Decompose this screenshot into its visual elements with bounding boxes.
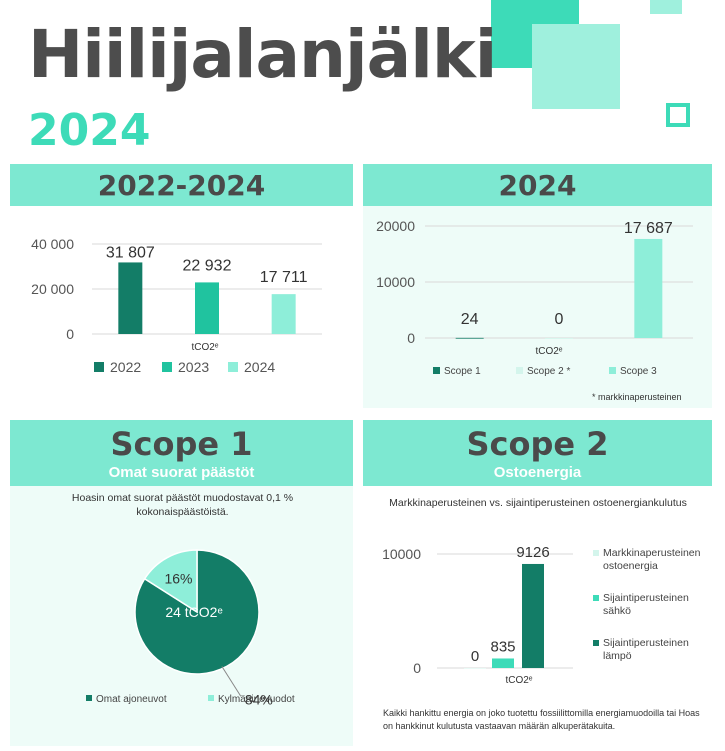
- bar-1: [492, 658, 514, 668]
- deco-square-small: [650, 0, 682, 14]
- legend-label: lämpö: [603, 650, 632, 662]
- trend-panel-title: 2022-2024: [97, 168, 266, 202]
- y-tick-label: 40 000: [31, 236, 74, 252]
- page-year: 2024: [28, 105, 151, 156]
- legend-label: Scope 3: [620, 366, 657, 377]
- bar-0: [464, 668, 486, 669]
- bar-2: [522, 563, 544, 668]
- legend-swatch: [162, 362, 172, 372]
- data-label: 9126: [516, 544, 549, 561]
- x-axis-label: tCO2ᵉ: [191, 342, 218, 353]
- slice-label: 84%: [245, 691, 273, 707]
- scope1-title: Scope 1: [110, 424, 253, 463]
- legend-swatch: [593, 595, 599, 601]
- scopes-footnote: * markkinaperusteinen: [592, 392, 682, 402]
- scope1-subtitle: Omat suorat päästöt: [108, 463, 255, 481]
- legend-swatch: [593, 640, 599, 646]
- data-label: 0: [471, 648, 479, 665]
- data-label: 31 807: [106, 244, 155, 261]
- legend-swatch: [94, 362, 104, 372]
- legend-label: Sijaintiperusteinen: [603, 592, 689, 604]
- page-title: Hiilijalanjälki: [28, 16, 497, 93]
- scope2-title: Scope 2: [466, 424, 609, 463]
- data-label: 17 711: [260, 269, 308, 286]
- legend-label: sähkö: [603, 605, 631, 617]
- y-tick-label: 0: [407, 330, 415, 346]
- pie-center-label: 24 tCO2ᵉ: [165, 604, 222, 620]
- data-label: 24: [461, 311, 479, 328]
- legend-label: Markkinaperusteinen: [603, 547, 701, 559]
- legend-swatch: [86, 695, 92, 701]
- legend-swatch: [593, 550, 599, 556]
- legend-label: Omat ajoneuvot: [96, 694, 167, 705]
- scope2-subtitle: Ostoenergia: [493, 463, 582, 481]
- data-label: 17 687: [624, 220, 673, 237]
- scope1-panel-header: Scope 1 Omat suorat päästöt: [10, 420, 353, 486]
- y-tick-label: 0: [66, 326, 74, 342]
- legend-label: ostoenergia: [603, 560, 658, 572]
- scope1-note: Hoasin omat suorat päästöt muodostavat 0…: [71, 492, 294, 518]
- legend-label: 2022: [110, 359, 141, 375]
- scope2-panel-header: Scope 2 Ostoenergia: [363, 420, 712, 486]
- y-tick-label: 10000: [382, 546, 421, 562]
- leader-line: [221, 666, 242, 697]
- legend-label: Sijaintiperusteinen: [603, 637, 689, 649]
- scopes-panel-title: 2024: [498, 168, 577, 202]
- scopes-chart: 0 10000 20000 24 0 17 687 tCO2ᵉ Scope 1 Scope 2 …: [376, 218, 693, 377]
- legend-swatch: [609, 367, 616, 374]
- legend-label: Scope 1: [444, 366, 481, 377]
- slice-label: 16%: [164, 570, 192, 586]
- legend-swatch: [228, 362, 238, 372]
- y-tick-label: 20 000: [31, 281, 74, 297]
- pie-slice-1: [143, 549, 198, 614]
- data-label: 835: [490, 638, 515, 655]
- scope2-note: Markkinaperusteinen vs. sijaintiperustei…: [389, 497, 687, 509]
- bar-2024: [271, 294, 296, 334]
- data-label: 0: [555, 311, 564, 328]
- bar-Scope-1: [455, 337, 484, 339]
- scopes-panel-header: 2024: [363, 164, 712, 206]
- trend-chart: 0 20 000 40 000 31 807 22 932 17 711 tCO2ᵉ 2022…: [31, 236, 322, 375]
- scope1-pie-chart: 84% 16% 24 tCO2ᵉ Omat ajoneuvot Kylmäainevuo…: [86, 549, 295, 707]
- x-axis-label: tCO2ᵉ: [535, 346, 562, 357]
- y-tick-label: 0: [413, 660, 421, 676]
- legend-swatch: [208, 695, 214, 701]
- data-label: 22 932: [183, 257, 232, 274]
- legend-swatch: [516, 367, 523, 374]
- legend-label: Scope 2 *: [527, 366, 570, 377]
- legend-label: 2024: [244, 359, 275, 375]
- y-tick-label: 20000: [376, 218, 415, 234]
- scope2-chart: 0 10000 0 835 9126 tCO2ᵉ Markkinaperusteinenos…: [382, 544, 701, 686]
- legend-label: 2023: [178, 359, 209, 375]
- bar-Scope-3: [634, 238, 663, 338]
- deco-square-light: [532, 24, 620, 109]
- x-axis-label: tCO2ᵉ: [505, 675, 532, 686]
- legend-label: Kylmäainevuodot: [218, 694, 295, 705]
- bar-2022: [118, 262, 143, 334]
- legend-swatch: [433, 367, 440, 374]
- y-tick-label: 10000: [376, 274, 415, 290]
- scope2-footer: Kaikki hankittu energia on joko tuotettu…: [383, 708, 700, 731]
- bar-2023: [195, 282, 219, 334]
- deco-square-outline: [666, 103, 690, 127]
- trend-panel-header: 2022-2024: [10, 164, 353, 206]
- bar-Scope-2-: [545, 338, 573, 339]
